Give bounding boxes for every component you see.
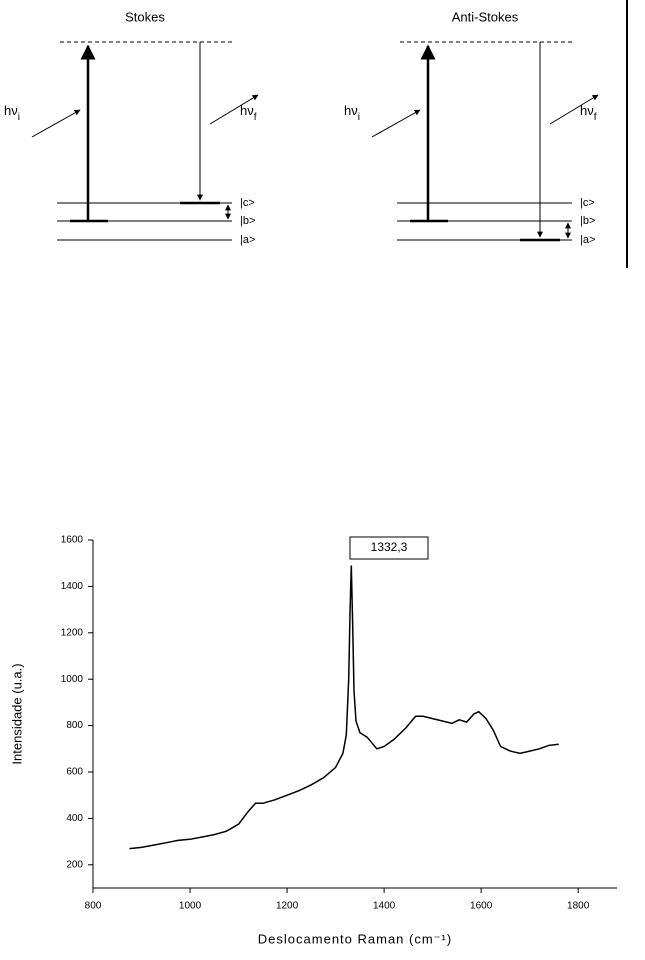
photon-label: hνi [344, 103, 360, 122]
level-label: |c> [240, 197, 255, 209]
y-tick-label: 1000 [61, 674, 84, 685]
photon-subscript: f [254, 112, 257, 123]
spectrum-line [129, 565, 559, 850]
x-tick-label: 1200 [276, 901, 299, 912]
y-tick-label: 1600 [61, 535, 84, 546]
photon-label: hνf [240, 103, 257, 122]
photon-symbol: hν [580, 103, 594, 118]
panel-title: Anti-Stokes [452, 9, 519, 24]
photon-subscript: f [594, 112, 597, 123]
chart: 200 400 600 800 1000 1200 1400 1600 800 1000 1200 1… [9, 535, 617, 946]
annotation-box [349, 536, 429, 560]
x-tick-label: 1600 [470, 901, 493, 912]
level-label: |b> [240, 215, 255, 227]
level-label: |b> [580, 215, 595, 227]
line [31, 109, 81, 138]
level-label: |c> [580, 197, 595, 209]
y-tick-label: 800 [66, 720, 83, 731]
line [209, 94, 259, 125]
x-tick-label: 1800 [567, 901, 590, 912]
level-label: |a> [240, 234, 255, 246]
photon-symbol: hν [4, 103, 18, 118]
photon-symbol: hν [344, 103, 358, 118]
y-tick-label: 400 [66, 813, 83, 824]
panel-title: Stokes [125, 9, 165, 24]
line [371, 109, 421, 138]
y-tick-label: 1400 [61, 581, 84, 592]
photon-symbol: hν [240, 103, 254, 118]
photon-label: hνf [580, 103, 597, 122]
y-tick-label: 200 [66, 859, 83, 870]
y-axis-label: Intensidade (u.a.) [9, 663, 24, 764]
y-tick-label: 600 [66, 767, 83, 778]
photon-label: hνi [4, 103, 20, 122]
level-label: |a> [580, 234, 595, 246]
x-tick-label: 1000 [179, 901, 202, 912]
y-tick-label: 1200 [61, 627, 84, 638]
line [549, 94, 599, 125]
photon-subscript: i [18, 112, 20, 123]
annotation: 1332,3 [371, 540, 408, 554]
x-tick-label: 1400 [373, 901, 396, 912]
energy-diagram: Stokes|c>|b>|a>hνi hνfAnti-Stokes|c>|b>|a… [4, 9, 599, 246]
photon-subscript: i [358, 112, 360, 123]
x-tick-label: 800 [85, 901, 102, 912]
x-axis-label: Deslocamento Raman (cm⁻¹) [258, 931, 452, 946]
